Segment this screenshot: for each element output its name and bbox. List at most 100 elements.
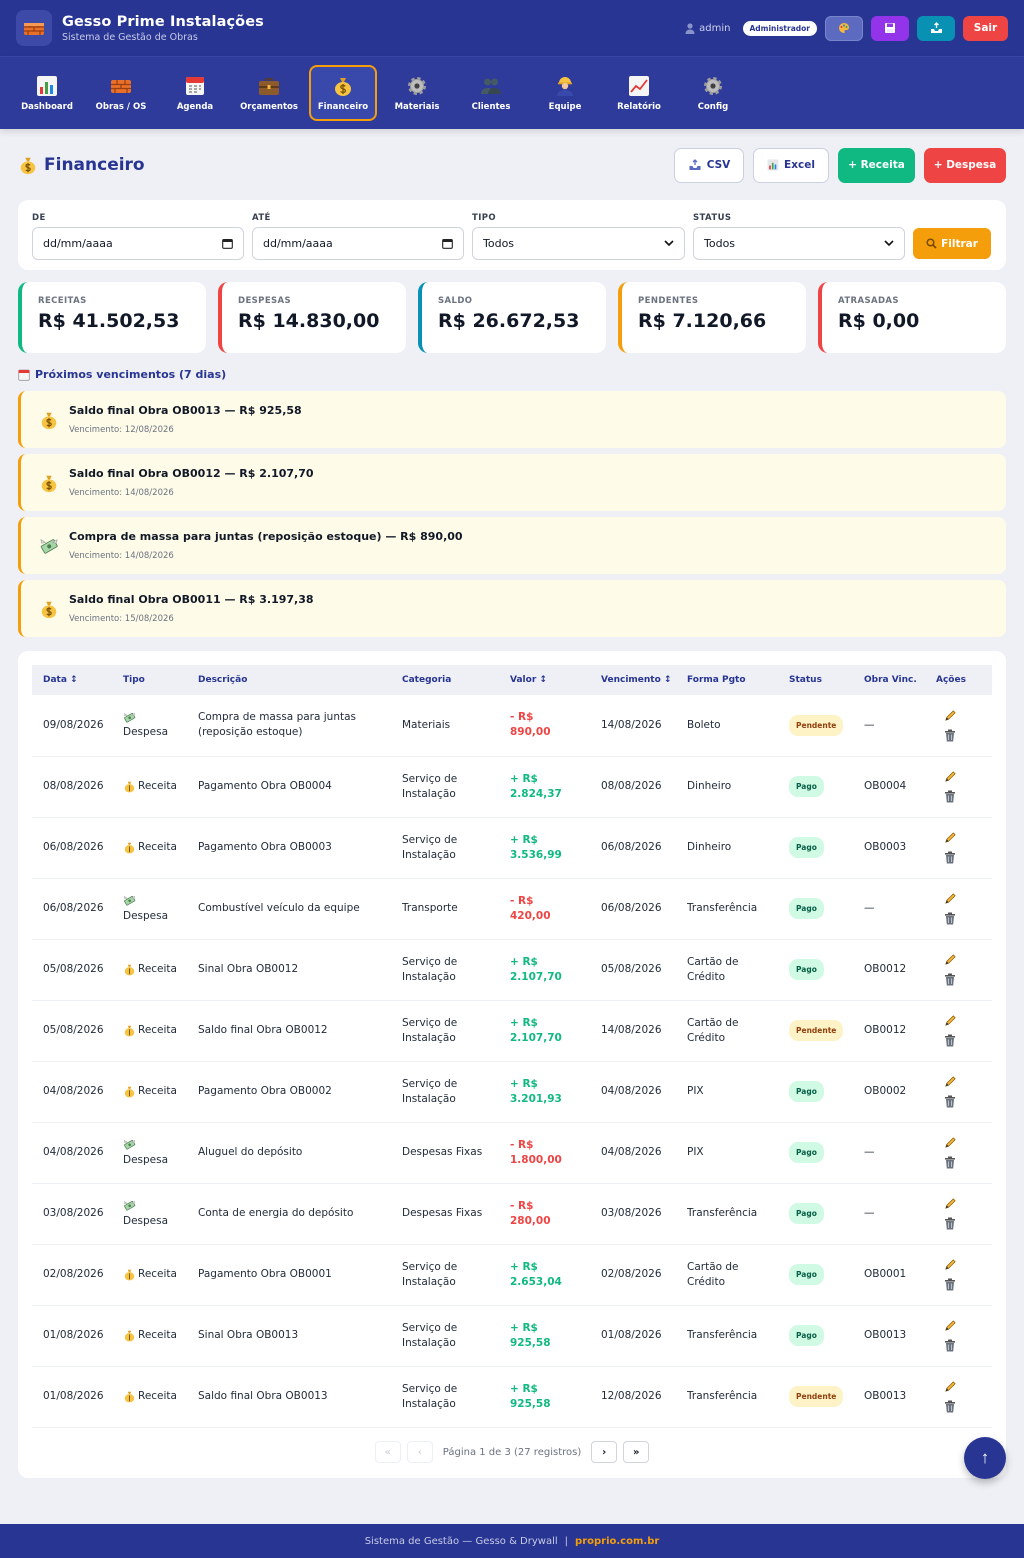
cell-category: Serviço de Instalação — [402, 1016, 458, 1044]
trash-icon[interactable] — [943, 790, 957, 804]
pencil-icon[interactable] — [943, 831, 957, 845]
trash-icon[interactable] — [943, 851, 957, 865]
cell-type: Receita — [112, 1244, 187, 1305]
filter-label: STATUS — [693, 213, 732, 223]
date-from-input[interactable]: dd/mm/aaaa — [32, 227, 244, 260]
pencil-icon[interactable] — [943, 892, 957, 906]
due-date: Vencimento: 12/08/2026 — [69, 425, 174, 435]
last-page-button[interactable]: » — [623, 1441, 650, 1463]
card-value: R$ 41.502,53 — [38, 310, 180, 332]
theme-button[interactable] — [825, 15, 863, 41]
pencil-icon[interactable] — [943, 953, 957, 967]
nav-agenda[interactable]: Agenda — [161, 65, 229, 121]
trash-icon[interactable] — [943, 973, 957, 987]
footer-link[interactable]: proprio.com.br — [575, 1535, 660, 1547]
pencil-icon[interactable] — [943, 1197, 957, 1211]
calendar-icon[interactable] — [442, 238, 453, 249]
due-item[interactable]: Saldo final Obra OB0011 — R$ 3.197,38 Ven… — [18, 580, 1006, 637]
cell-value: - R$ 890,00 — [510, 711, 551, 739]
cell-type: Receita — [112, 1061, 187, 1122]
cell-category: Transporte — [402, 902, 458, 914]
first-page-button[interactable]: « — [374, 1441, 401, 1463]
column-header[interactable]: Vencimento ↕ — [601, 675, 672, 685]
column-header: Forma Pgto — [687, 675, 746, 685]
page-info: Página 1 de 3 (27 registros) — [442, 1446, 582, 1458]
pencil-icon[interactable] — [943, 1014, 957, 1028]
type-label: Despesa — [123, 1153, 169, 1166]
column-header[interactable]: Valor ↕ — [510, 675, 547, 685]
trash-icon[interactable] — [943, 1339, 957, 1353]
due-item[interactable]: Saldo final Obra OB0012 — R$ 2.107,70 Ven… — [18, 454, 1006, 511]
cell-payment-method: PIX — [687, 1085, 704, 1097]
column-header[interactable]: Data ↕ — [43, 675, 78, 685]
due-description: Saldo final Obra OB0011 — R$ 3.197,38 — [69, 593, 314, 606]
cell-type: Receita — [112, 756, 187, 817]
cell-payment-method: Cartão de Crédito — [687, 955, 739, 983]
calendar-icon[interactable] — [222, 238, 233, 249]
nav-relatorio[interactable]: Relatório — [605, 65, 673, 121]
status-badge: Pendente — [789, 714, 844, 736]
nav-obras[interactable]: Obras / OS — [87, 65, 155, 121]
pencil-icon[interactable] — [943, 1380, 957, 1394]
card-label: RECEITAS — [38, 296, 87, 306]
money-bag-icon — [123, 841, 136, 854]
next-page-button[interactable]: › — [591, 1441, 618, 1463]
prev-page-button[interactable]: ‹ — [406, 1441, 433, 1463]
chevron-down-icon — [664, 240, 674, 247]
trash-icon[interactable] — [943, 1278, 957, 1292]
cell-date: 04/08/2026 — [43, 1146, 104, 1158]
tipo-select[interactable]: Todos — [472, 227, 685, 260]
logout-button[interactable]: Sair — [963, 15, 1008, 41]
pencil-icon[interactable] — [943, 1319, 957, 1333]
nav-orcamentos[interactable]: Orçamentos — [235, 65, 303, 121]
cell-due-date: 08/08/2026 — [601, 780, 662, 792]
pencil-icon[interactable] — [943, 1136, 957, 1150]
pencil-icon[interactable] — [943, 770, 957, 784]
type-label: Despesa — [123, 1214, 169, 1227]
type-label: Receita — [138, 841, 177, 853]
cell-obra: — — [864, 1146, 875, 1158]
pencil-icon[interactable] — [943, 1075, 957, 1089]
nav-clientes[interactable]: Clientes — [457, 65, 525, 121]
column-header: Categoria — [402, 675, 452, 685]
status-badge: Pago — [789, 837, 824, 858]
due-description: Saldo final Obra OB0012 — R$ 2.107,70 — [69, 467, 314, 480]
money-wings-icon — [123, 894, 136, 907]
due-item[interactable]: Compra de massa para juntas (reposição e… — [18, 517, 1006, 574]
export-csv-button[interactable]: CSV — [674, 147, 744, 183]
nav-dashboard[interactable]: Dashboard — [13, 65, 81, 121]
cell-value: + R$ 2.107,70 — [510, 955, 562, 983]
trash-icon[interactable] — [943, 1217, 957, 1231]
scroll-top-button[interactable]: ↑ — [964, 1437, 1006, 1479]
pencil-icon[interactable] — [943, 1258, 957, 1272]
export-excel-button[interactable]: Excel — [753, 147, 829, 183]
cell-category: Serviço de Instalação — [402, 1382, 458, 1410]
trash-icon[interactable] — [943, 912, 957, 926]
status-select[interactable]: Todos — [693, 227, 905, 260]
due-item[interactable]: Saldo final Obra OB0013 — R$ 925,58 Venci… — [18, 391, 1006, 448]
trash-icon[interactable] — [943, 1095, 957, 1109]
pencil-icon[interactable] — [943, 708, 957, 722]
summary-card-saldo: SALDO R$ 26.672,53 — [418, 282, 606, 353]
nav-equipe[interactable]: Equipe — [531, 65, 599, 121]
add-despesa-button[interactable]: + Despesa — [924, 147, 1006, 183]
bricks-icon — [110, 75, 132, 97]
trash-icon[interactable] — [943, 1400, 957, 1414]
nav-materiais[interactable]: Materiais — [383, 65, 451, 121]
money-bag-icon — [39, 599, 59, 619]
add-receita-button[interactable]: + Receita — [838, 147, 915, 183]
trash-icon[interactable] — [943, 728, 957, 742]
cell-value: + R$ 925,58 — [510, 1321, 551, 1349]
nav-config[interactable]: Config — [679, 65, 747, 121]
upload-button[interactable] — [917, 15, 955, 41]
trash-icon[interactable] — [943, 1034, 957, 1048]
cell-description: Saldo final Obra OB0012 — [198, 1024, 328, 1036]
nav-financeiro[interactable]: Financeiro — [309, 65, 377, 121]
app-subtitle: Sistema de Gestão de Obras — [62, 31, 198, 43]
date-to-input[interactable]: dd/mm/aaaa — [252, 227, 464, 260]
trash-icon[interactable] — [943, 1156, 957, 1170]
cell-description: Combustível veículo da equipe — [198, 902, 360, 914]
cell-due-date: 04/08/2026 — [601, 1085, 662, 1097]
save-button[interactable] — [871, 15, 909, 41]
filter-button[interactable]: Filtrar — [913, 228, 991, 259]
